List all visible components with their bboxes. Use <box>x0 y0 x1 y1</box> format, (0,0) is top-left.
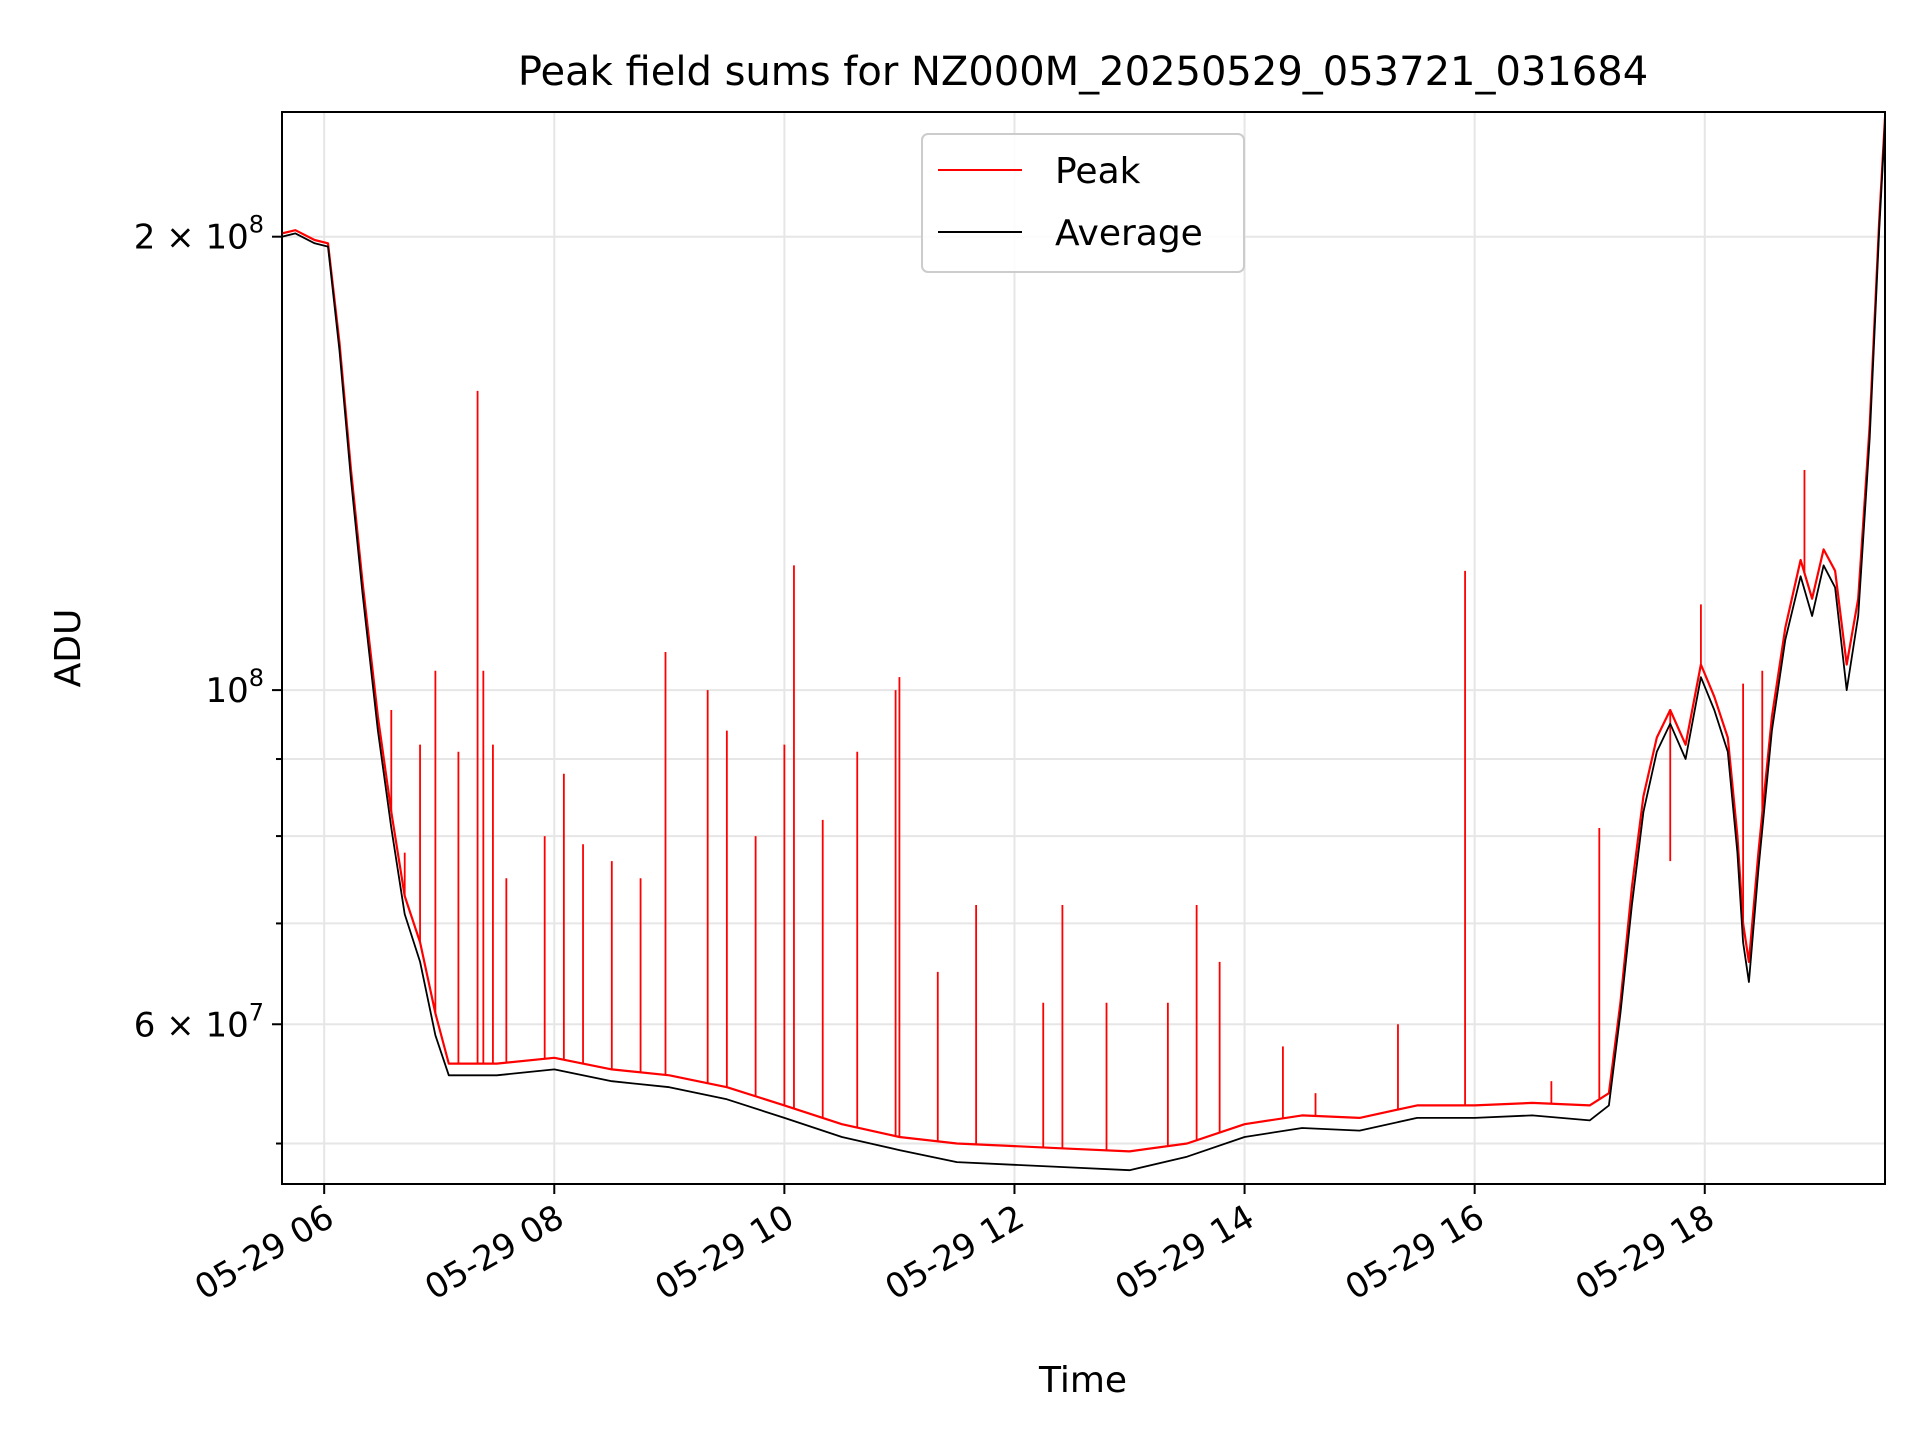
x-axis-label: Time <box>1038 1360 1127 1401</box>
y-tick-label: 6 × 107 <box>134 998 264 1045</box>
legend-label-average: Average <box>1055 213 1203 254</box>
plot-frame <box>281 111 1886 1185</box>
y-tick-base: 10 <box>205 671 248 711</box>
y-tick-label: 108 <box>205 664 264 711</box>
series-line-average <box>282 122 1885 1172</box>
y-tick-exponent: 8 <box>249 211 264 239</box>
y-tick-base: 2 × 10 <box>134 218 249 258</box>
y-tick-exponent: 8 <box>249 664 264 692</box>
y-tick-base: 6 × 10 <box>134 1005 249 1045</box>
y-tick-label: 2 × 108 <box>134 211 264 258</box>
series-line-peak <box>282 117 1885 1153</box>
y-tick-exponent: 7 <box>249 998 264 1026</box>
legend-box <box>921 133 1245 273</box>
legend-label-peak: Peak <box>1055 151 1141 192</box>
plot-area <box>282 117 1885 1172</box>
y-axis-label: ADU <box>48 609 89 688</box>
legend: Peak Average <box>921 133 1245 273</box>
chart-title: Peak field sums for NZ000M_20250529_0537… <box>518 49 1648 95</box>
